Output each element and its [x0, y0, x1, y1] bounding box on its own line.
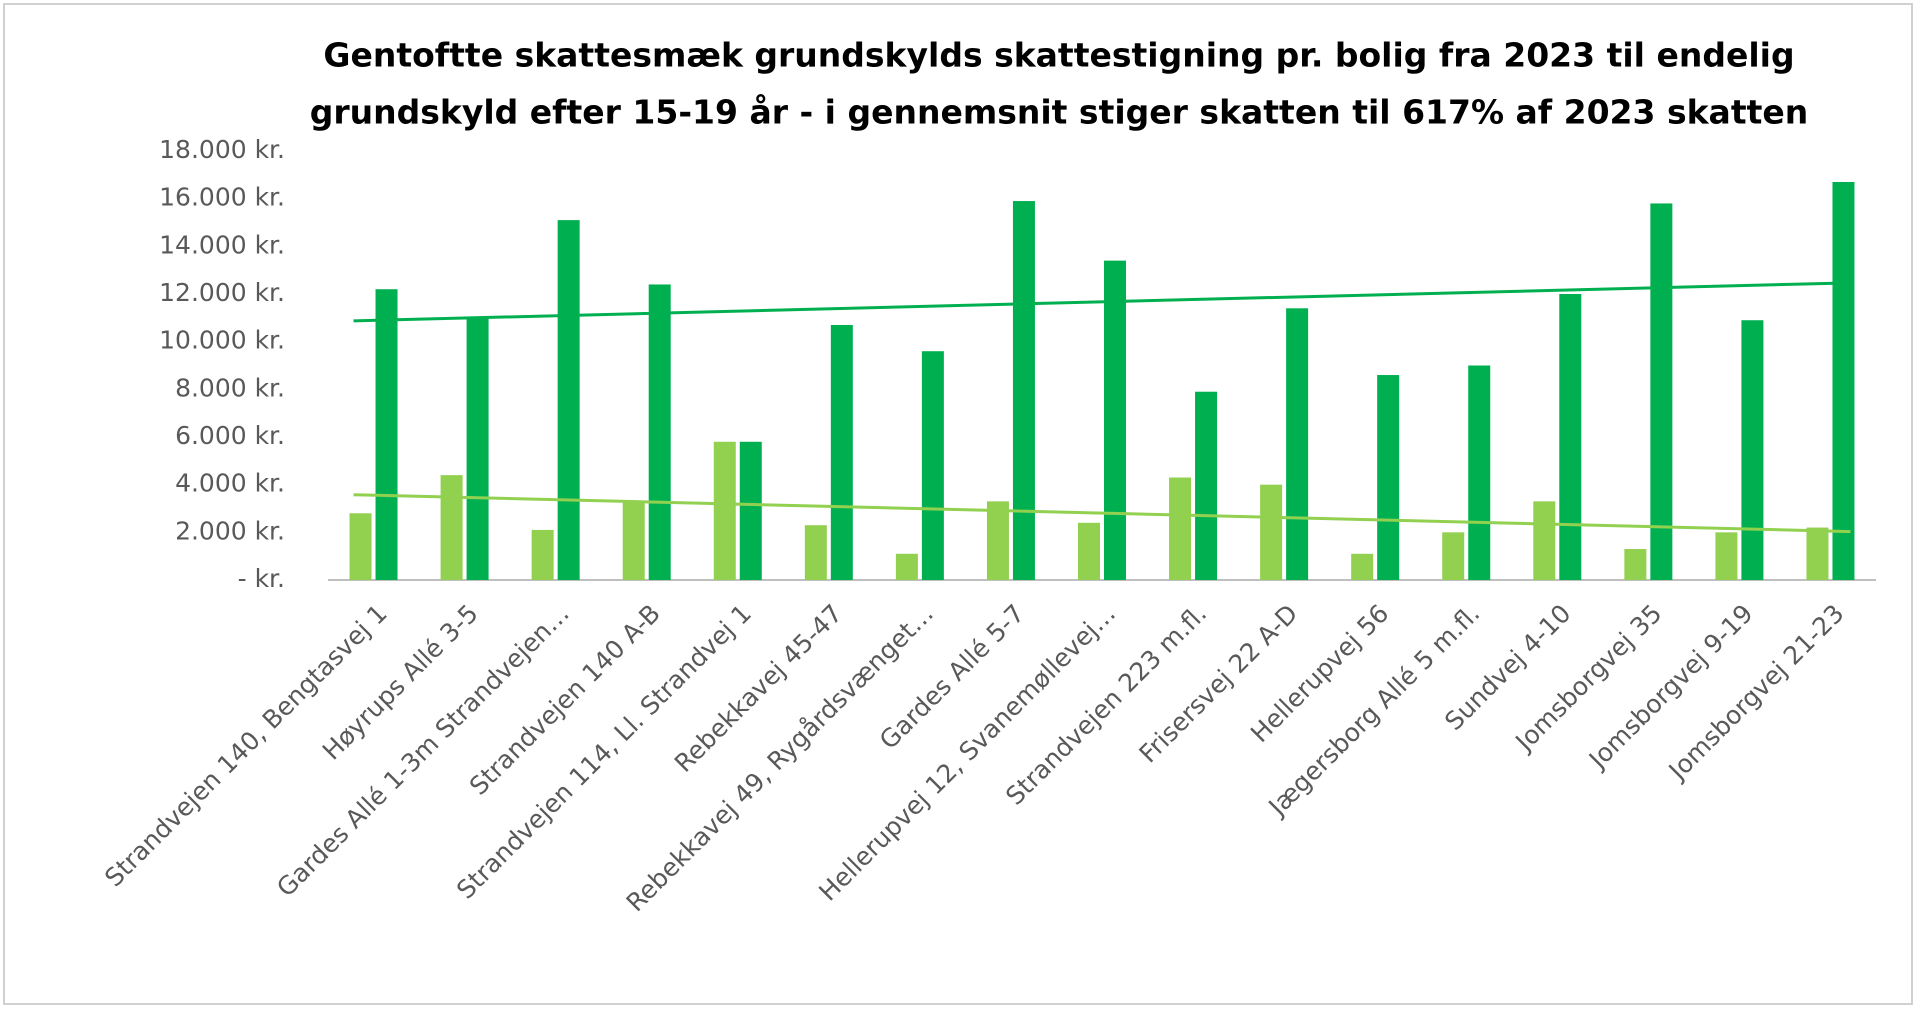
- bar: [1468, 365, 1491, 580]
- y-tick-label: 4.000 kr.: [175, 469, 285, 498]
- bar: [739, 441, 762, 580]
- bar: [349, 513, 372, 580]
- bar: [1078, 522, 1100, 580]
- y-tick-label: 2.000 kr.: [175, 516, 285, 545]
- bar: [1377, 375, 1400, 580]
- trendline: [353, 493, 1851, 534]
- bar: [557, 220, 580, 580]
- bar: [1169, 477, 1192, 580]
- bar: [1351, 553, 1374, 580]
- chart-title: grundskyld efter 15-19 år - i gennemsnit…: [310, 93, 1809, 132]
- bar: [1533, 501, 1556, 580]
- bar: [1650, 203, 1673, 580]
- bar: [1806, 527, 1829, 580]
- bar: [1624, 549, 1647, 580]
- y-tick-label: 10.000 kr.: [159, 326, 285, 355]
- y-tick-label: - kr.: [238, 564, 285, 593]
- trendline: [353, 281, 1851, 323]
- bar: [375, 289, 398, 580]
- bar: [1559, 294, 1582, 580]
- bar: [713, 441, 736, 580]
- bar: [1832, 181, 1855, 580]
- bar: [440, 475, 463, 580]
- bar: [1260, 484, 1283, 580]
- bar: [1741, 320, 1764, 580]
- y-tick-label: 12.000 kr.: [159, 278, 285, 307]
- bar: [895, 553, 918, 580]
- bar: [1195, 391, 1218, 580]
- bar: [531, 529, 554, 580]
- bar: [830, 324, 853, 580]
- y-tick-label: 16.000 kr.: [159, 183, 285, 212]
- y-tick-label: 18.000 kr.: [159, 135, 285, 164]
- bar: [622, 501, 645, 580]
- bar: [1715, 532, 1738, 580]
- bar: [1104, 260, 1126, 580]
- bar: [1012, 201, 1035, 581]
- y-tick-label: 8.000 kr.: [175, 373, 285, 402]
- bar: [648, 284, 671, 580]
- bar: [986, 501, 1009, 580]
- bar: [921, 351, 944, 580]
- bar: [466, 317, 489, 580]
- y-tick-label: 14.000 kr.: [159, 230, 285, 259]
- chart-frame: [3, 3, 1913, 1005]
- chart-title: Gentoftte skattesmæk grundskylds skattes…: [323, 36, 1794, 75]
- y-tick-label: 6.000 kr.: [175, 421, 285, 450]
- bar: [1286, 308, 1309, 580]
- bar: [804, 525, 827, 580]
- bar: [1442, 532, 1465, 580]
